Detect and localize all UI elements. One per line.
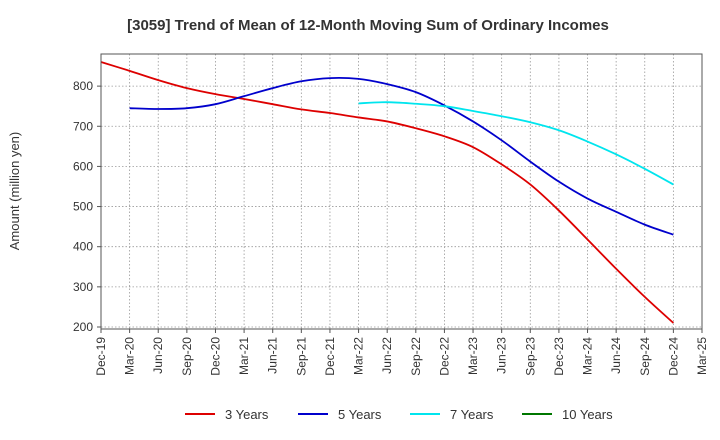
x-tick-label: Dec-24 — [666, 337, 680, 376]
x-tick-label: Jun-22 — [380, 337, 394, 374]
series-line-3-years — [100, 61, 674, 324]
x-tick-label: Sep-22 — [409, 337, 423, 376]
x-tick-label: Mar-25 — [695, 337, 709, 375]
y-tick-label: 700 — [73, 119, 93, 133]
x-tick-label: Mar-24 — [581, 337, 595, 375]
y-tick-label: 800 — [73, 79, 93, 93]
series-layer — [100, 61, 674, 324]
x-tick-label: Mar-22 — [352, 337, 366, 375]
x-tick-label: Dec-22 — [437, 337, 451, 376]
y-axis-ticks: 200 300 400 500 600 700 800 — [73, 79, 101, 334]
gridlines — [101, 54, 702, 329]
x-tick-label: Jun-23 — [495, 337, 509, 374]
y-tick-label: 500 — [73, 200, 93, 214]
x-tick-label: Mar-21 — [237, 337, 251, 375]
x-tick-label: Dec-20 — [208, 337, 222, 376]
x-tick-label: Dec-23 — [552, 337, 566, 376]
legend: 3 Years 5 Years 7 Years 10 Years — [185, 407, 613, 422]
x-tick-label: Mar-20 — [123, 337, 137, 375]
y-axis-label: Amount (million yen) — [7, 132, 22, 251]
x-tick-label: Sep-24 — [638, 337, 652, 376]
series-line-7-years — [358, 101, 674, 186]
plot-frame — [100, 53, 703, 330]
x-tick-label: Dec-19 — [94, 337, 108, 376]
y-tick-label: 400 — [73, 240, 93, 254]
x-tick-label: Sep-23 — [523, 337, 537, 376]
legend-label-10-years: 10 Years — [562, 407, 613, 422]
x-tick-label: Jun-20 — [151, 337, 165, 374]
x-tick-label: Jun-21 — [266, 337, 280, 374]
y-tick-label: 600 — [73, 159, 93, 173]
x-tick-label: Sep-21 — [294, 337, 308, 376]
chart-title: [3059] Trend of Mean of 12-Month Moving … — [127, 17, 609, 34]
x-tick-label: Dec-21 — [323, 337, 337, 376]
x-tick-label: Sep-20 — [180, 337, 194, 376]
x-tick-label: Mar-23 — [466, 337, 480, 375]
series-line-5-years — [129, 77, 674, 236]
legend-label-5-years: 5 Years — [338, 407, 382, 422]
legend-label-3-years: 3 Years — [225, 407, 269, 422]
y-tick-label: 200 — [73, 320, 93, 334]
legend-label-7-years: 7 Years — [450, 407, 494, 422]
x-axis-ticks: Dec-19 Mar-20 Jun-20 Sep-20 Dec-20 Mar-21 Jun-… — [94, 329, 709, 376]
x-tick-label: Jun-24 — [609, 337, 623, 374]
y-tick-label: 300 — [73, 280, 93, 294]
